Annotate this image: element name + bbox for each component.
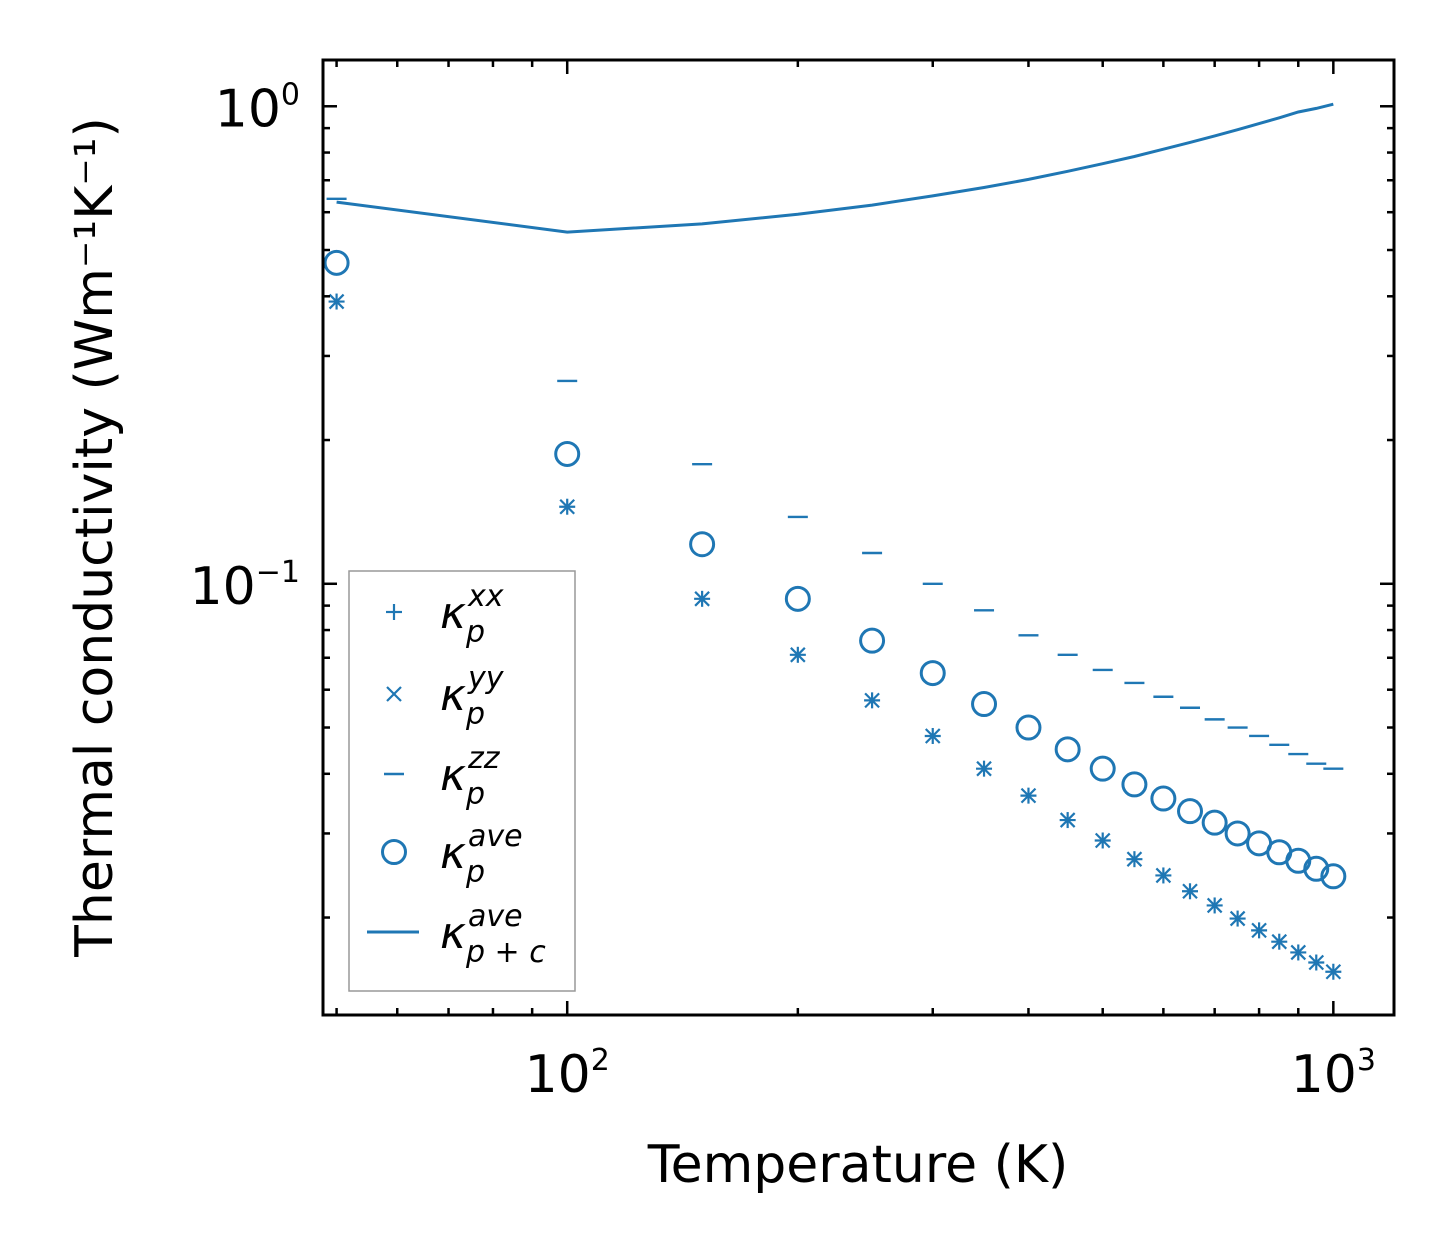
data-point bbox=[1054, 736, 1081, 763]
legend-label-sup: zz bbox=[467, 741, 501, 776]
data-point bbox=[1059, 812, 1076, 828]
data-point bbox=[790, 647, 806, 663]
data-point bbox=[1015, 714, 1042, 741]
series-line-ave-pc bbox=[336, 102, 1334, 234]
data-point bbox=[1229, 910, 1246, 927]
series-2 bbox=[326, 197, 1344, 770]
data-point bbox=[1320, 863, 1347, 890]
data-point bbox=[1155, 867, 1172, 884]
legend-label: κp bbox=[440, 670, 485, 732]
series-4 bbox=[336, 102, 1334, 234]
data-point bbox=[1020, 787, 1037, 804]
series-1 bbox=[328, 293, 1342, 980]
data-point bbox=[1150, 785, 1177, 812]
data-point bbox=[1224, 820, 1251, 847]
legend-marker bbox=[381, 839, 407, 865]
data-point bbox=[859, 627, 886, 654]
data-point bbox=[1206, 897, 1223, 914]
y-tick-label: 100 bbox=[215, 77, 300, 139]
legend-marker bbox=[386, 686, 402, 702]
data-point bbox=[1182, 883, 1198, 900]
y-tick-label: 10−1 bbox=[190, 555, 300, 617]
data-point bbox=[1126, 851, 1143, 867]
data-point bbox=[1308, 954, 1325, 971]
data-point bbox=[919, 660, 946, 687]
legend-label: κp bbox=[440, 750, 485, 812]
legend-label-sup: xx bbox=[467, 579, 504, 614]
data-point bbox=[976, 760, 992, 777]
data-point bbox=[694, 591, 710, 607]
legend-label: κp bbox=[440, 588, 485, 650]
x-axis-title: Temperature (K) bbox=[647, 1135, 1069, 1195]
data-point bbox=[559, 498, 575, 515]
tick-labels: 102 103 100 10−1 bbox=[190, 77, 1376, 1105]
axis-ticks bbox=[323, 60, 1394, 1015]
x-tick-label: 102 bbox=[525, 1043, 610, 1105]
x-tick-label: 103 bbox=[1291, 1043, 1376, 1105]
data-point bbox=[1201, 809, 1228, 836]
data-point bbox=[784, 585, 811, 612]
plot-frame bbox=[321, 58, 1396, 1017]
data-point bbox=[1121, 771, 1148, 798]
data-point bbox=[864, 692, 880, 709]
data-point bbox=[1177, 798, 1204, 825]
data-point bbox=[924, 728, 941, 744]
data-point bbox=[1271, 933, 1288, 950]
data-point bbox=[689, 531, 716, 558]
data-point bbox=[1303, 855, 1330, 882]
data-point bbox=[971, 691, 998, 718]
legend-marker bbox=[386, 604, 402, 620]
legend-label: κp bbox=[440, 828, 485, 890]
data-point bbox=[1325, 963, 1342, 980]
data-point bbox=[1290, 944, 1307, 961]
legend-label-sup: ave bbox=[468, 899, 523, 934]
data-point bbox=[554, 440, 581, 467]
data-point bbox=[328, 293, 345, 310]
plot-marks bbox=[323, 102, 1347, 980]
legend-label-sup: yy bbox=[467, 661, 505, 696]
data-point bbox=[1089, 755, 1116, 782]
data-point bbox=[1094, 832, 1111, 849]
data-point bbox=[1251, 922, 1267, 939]
legend-label: κp + c bbox=[440, 908, 546, 970]
legend-label-sup: ave bbox=[468, 819, 523, 854]
y-axis-title: Thermal conductivity (Wm⁻¹K⁻¹) bbox=[65, 117, 125, 958]
legend-frame bbox=[348, 570, 576, 992]
data-point bbox=[323, 249, 350, 276]
series-3 bbox=[323, 249, 1347, 890]
